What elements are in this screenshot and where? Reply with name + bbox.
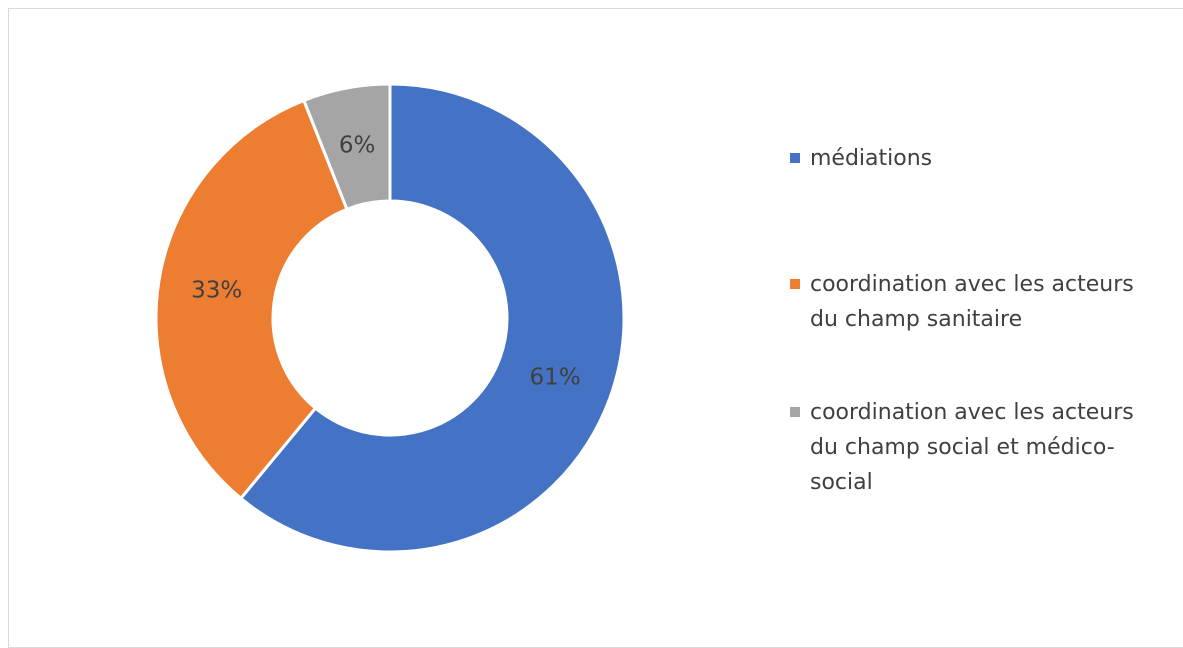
slice-label-mediations: 61% — [530, 364, 581, 390]
legend-label-coordination-sanitaire: coordination avec les acteurs du champ s… — [810, 272, 1134, 332]
donut-chart: 61% 33% 6% — [154, 82, 626, 554]
slice-mediations — [238, 82, 626, 554]
slice-label-coordination-social: 6% — [339, 133, 376, 159]
slice-coordination-social — [301, 82, 392, 212]
legend-swatch-mediations — [790, 153, 800, 163]
legend-label-mediations: médiations — [810, 146, 933, 171]
legend-label-coordination-social: coordination avec les acteurs du champ s… — [810, 400, 1134, 495]
legend-swatch-coordination-social — [790, 407, 800, 417]
slice-coordination-sanitaire — [154, 98, 349, 501]
legend-swatch-coordination-sanitaire — [790, 279, 800, 289]
slice-label-coordination-sanitaire: 33% — [191, 278, 242, 304]
